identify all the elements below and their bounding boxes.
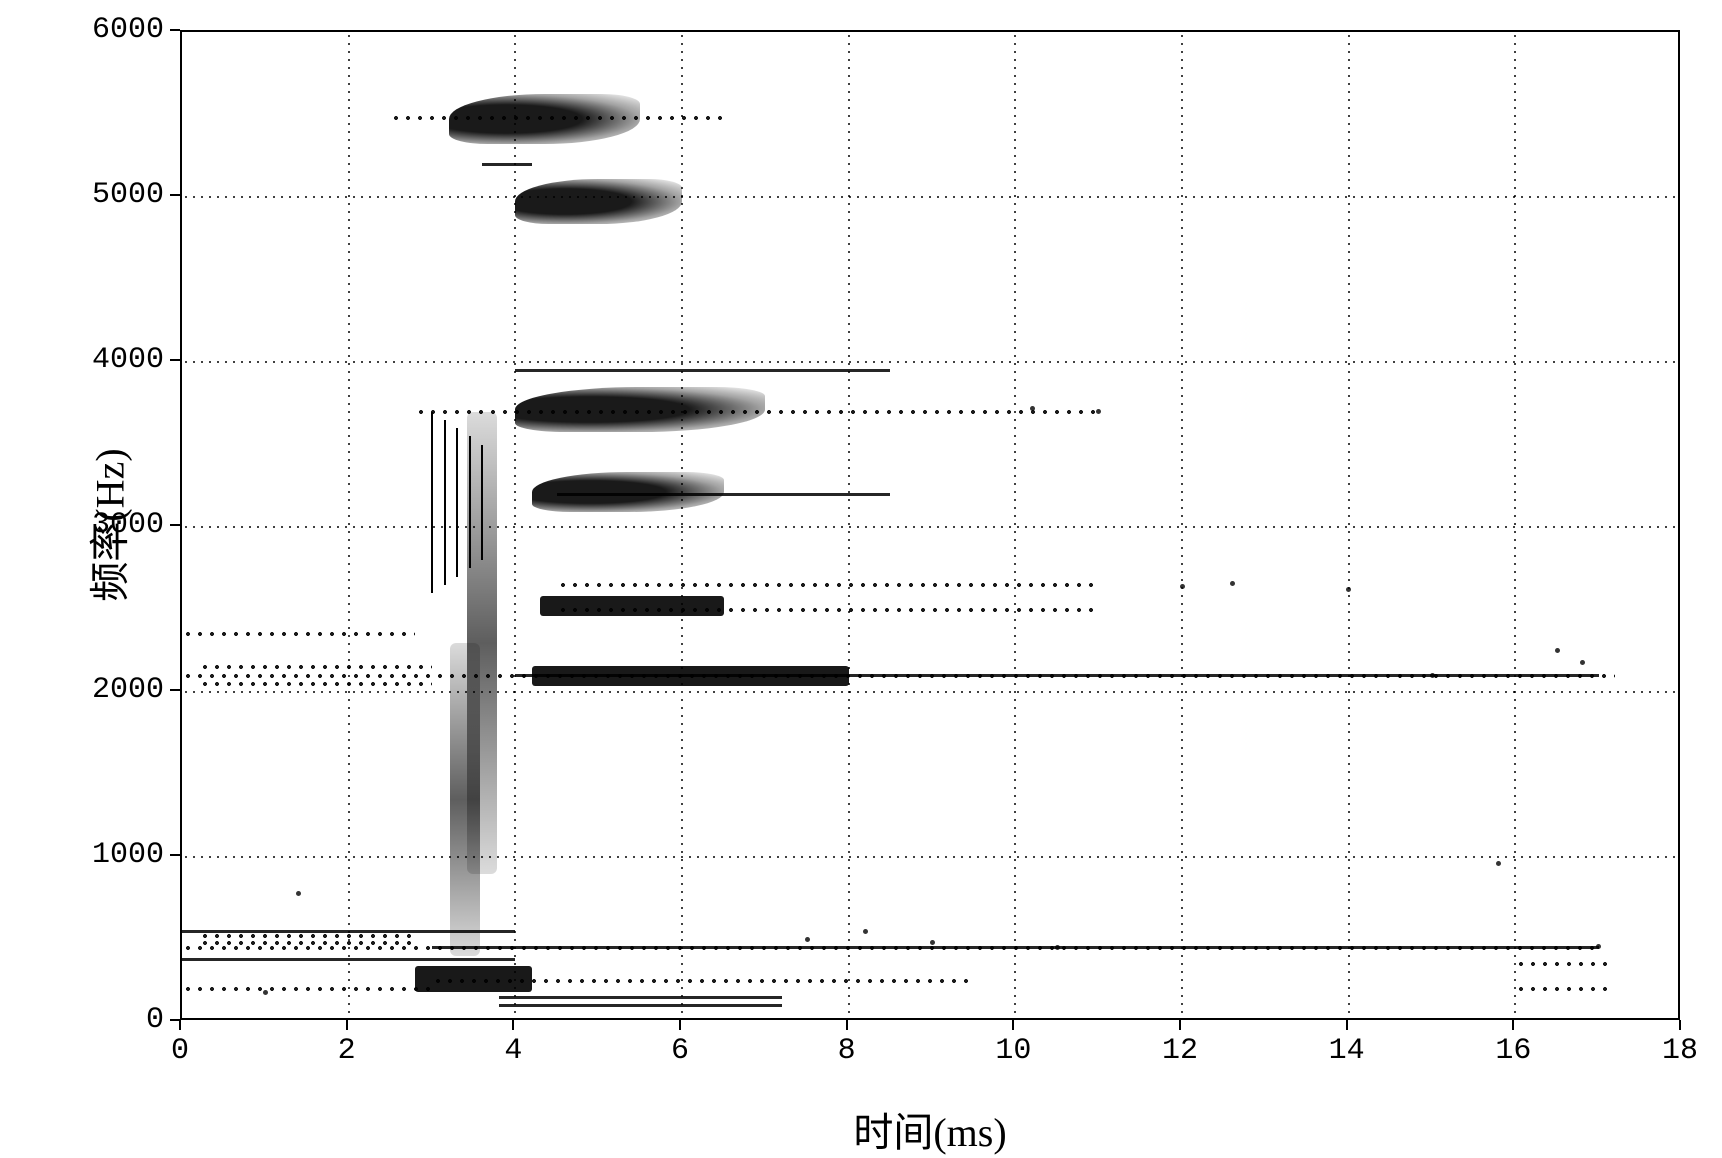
x-tick	[1179, 1020, 1181, 1030]
x-tick	[1346, 1020, 1348, 1030]
gridline-horizontal	[182, 526, 1678, 528]
spectrogram-feature	[415, 966, 532, 992]
x-tick-label: 0	[171, 1034, 189, 1068]
y-tick-label: 1000	[92, 838, 164, 872]
spectrogram-feature	[557, 493, 890, 496]
plot-area	[180, 30, 1680, 1020]
spectrogram-feature	[515, 674, 1598, 677]
spectrogram-feature	[805, 937, 810, 942]
x-tick	[179, 1020, 181, 1030]
gridline-vertical	[1014, 32, 1016, 1018]
spectrogram-feature	[1496, 861, 1501, 866]
x-tick	[512, 1020, 514, 1030]
x-tick	[346, 1020, 348, 1030]
y-tick-label: 4000	[92, 343, 164, 377]
y-tick	[170, 1019, 180, 1021]
x-tick-label: 16	[1495, 1034, 1531, 1068]
spectrogram-feature	[1555, 648, 1560, 653]
spectrogram-feature	[199, 940, 416, 946]
spectrogram-feature	[499, 996, 782, 999]
y-tick	[170, 854, 180, 856]
gridline-vertical	[348, 32, 350, 1018]
spectrogram-feature	[456, 428, 458, 577]
x-tick-label: 8	[838, 1034, 856, 1068]
spectrogram-feature	[482, 163, 532, 166]
y-tick	[170, 29, 180, 31]
x-tick-label: 6	[671, 1034, 689, 1068]
gridline-vertical	[514, 32, 516, 1018]
y-tick	[170, 524, 180, 526]
spectrogram-feature	[444, 420, 446, 585]
spectrogram-feature	[1515, 986, 1615, 992]
spectrogram-feature	[1346, 587, 1351, 592]
spectrogram-feature	[499, 1004, 782, 1007]
y-tick-label: 5000	[92, 178, 164, 212]
spectrogram-feature	[1030, 406, 1035, 411]
y-tick-label: 0	[146, 1003, 164, 1037]
gridline-vertical	[1181, 32, 1183, 1018]
y-tick-label: 2000	[92, 673, 164, 707]
gridline-vertical	[848, 32, 850, 1018]
spectrogram-feature	[199, 681, 432, 687]
spectrogram-feature	[540, 596, 723, 616]
y-tick-label: 3000	[92, 508, 164, 542]
spectrogram-feature	[199, 664, 432, 670]
x-tick	[1679, 1020, 1681, 1030]
gridline-horizontal	[182, 361, 1678, 363]
spectrogram-feature	[1096, 409, 1101, 414]
x-tick-label: 10	[995, 1034, 1031, 1068]
gridline-vertical	[1348, 32, 1350, 1018]
x-tick	[679, 1020, 681, 1030]
gridline-horizontal	[182, 856, 1678, 858]
x-tick-label: 4	[504, 1034, 522, 1068]
spectrogram-feature	[390, 115, 723, 121]
spectrogram-feature	[1055, 945, 1060, 950]
y-tick	[170, 689, 180, 691]
x-axis-label: 时间(ms)	[853, 1100, 1006, 1158]
x-tick-label: 18	[1662, 1034, 1698, 1068]
spectrogram-feature	[515, 369, 890, 372]
spectrogram-feature	[1230, 581, 1235, 586]
spectrogram-feature	[199, 933, 416, 939]
spectrogram-feature	[481, 445, 483, 561]
gridline-vertical	[681, 32, 683, 1018]
spectrogram-feature	[182, 631, 415, 637]
gridline-vertical	[1514, 32, 1516, 1018]
spectrogram-feature	[431, 412, 433, 594]
x-tick	[1512, 1020, 1514, 1030]
spectrogram-feature	[1180, 584, 1185, 589]
spectrogram-feature	[1430, 673, 1435, 678]
spectrogram-feature	[432, 946, 1599, 949]
spectrogram-feature	[469, 436, 471, 568]
spectrogram-feature	[557, 582, 1099, 588]
y-tick	[170, 194, 180, 196]
spectrogram-feature	[930, 940, 935, 945]
spectrogram-feature	[1596, 944, 1601, 949]
y-tick	[170, 359, 180, 361]
spectrogram-feature	[863, 929, 868, 934]
x-tick	[1012, 1020, 1014, 1030]
y-tick-label: 6000	[92, 13, 164, 47]
spectrogram-feature	[263, 990, 268, 995]
spectrogram-feature	[182, 986, 432, 992]
x-tick	[846, 1020, 848, 1030]
spectrogram-feature	[515, 179, 682, 224]
gridline-horizontal	[182, 196, 1678, 198]
spectrogram-feature	[1515, 961, 1615, 967]
spectrogram-feature	[296, 891, 301, 896]
spectrogram-feature	[415, 409, 1098, 415]
x-tick-label: 2	[338, 1034, 356, 1068]
x-tick-label: 14	[1329, 1034, 1365, 1068]
gridline-horizontal	[182, 691, 1678, 693]
spectrogram-feature	[182, 958, 515, 961]
spectrogram-feature	[1580, 660, 1585, 665]
x-tick-label: 12	[1162, 1034, 1198, 1068]
spectrogram-figure: 时间(ms) 频率(Hz) 02468101214161801000200030…	[0, 0, 1722, 1151]
